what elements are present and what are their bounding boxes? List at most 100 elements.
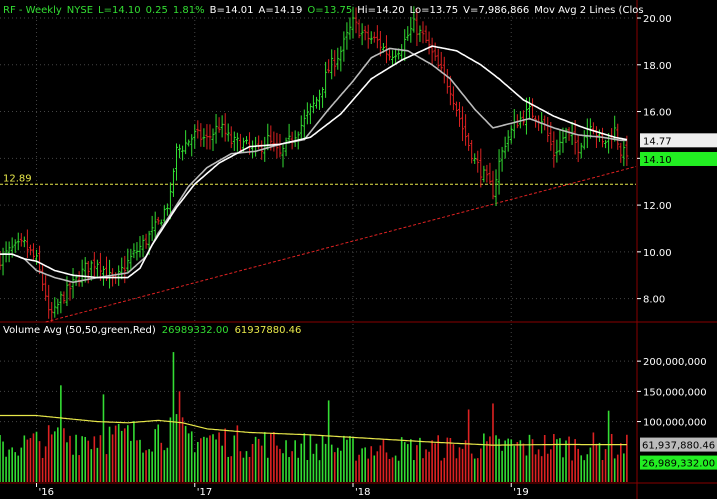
volume-bar bbox=[562, 457, 564, 482]
volume-bar bbox=[285, 440, 287, 482]
volume-bar bbox=[300, 443, 303, 482]
volume-bar bbox=[428, 451, 430, 482]
volume-bar bbox=[178, 391, 181, 482]
volume-bar bbox=[96, 447, 99, 482]
volume-bar bbox=[422, 458, 424, 482]
volume-bar bbox=[193, 452, 196, 482]
volume-bar bbox=[257, 438, 260, 482]
volume-bar bbox=[102, 394, 105, 482]
volume-bar bbox=[531, 439, 534, 482]
volume-bar bbox=[537, 449, 540, 482]
volume-bar bbox=[455, 458, 458, 482]
volume-bar bbox=[367, 458, 370, 482]
price-tick-label: 10.00 bbox=[643, 248, 672, 259]
volume-bar bbox=[626, 434, 628, 482]
volume-bar bbox=[464, 440, 467, 482]
volume-bar bbox=[81, 436, 83, 482]
header-field: Mov Avg 2 Lines (Clos bbox=[534, 5, 643, 16]
volume-bar bbox=[224, 428, 226, 482]
header-field: O=13.75 bbox=[307, 5, 352, 16]
date-tick-label: '19 bbox=[513, 487, 528, 498]
volume-bar bbox=[385, 452, 388, 482]
header-text: RF - Weekly NYSE L=14.10 0.25 1.81% B=14.01 A=… bbox=[3, 5, 644, 16]
volume-bar bbox=[114, 425, 117, 482]
volume-bar bbox=[619, 443, 622, 482]
volume-bar bbox=[574, 439, 576, 482]
price-axis: 8.0010.0012.0014.0016.0018.0020.0014.771… bbox=[637, 14, 717, 306]
volume-bar bbox=[44, 446, 47, 482]
price-tick-label: 16.00 bbox=[643, 108, 672, 119]
volume-bar bbox=[346, 439, 348, 482]
volume-bar bbox=[467, 409, 470, 482]
volume-bar bbox=[309, 434, 312, 482]
volume-bar bbox=[160, 442, 163, 482]
volume-bar bbox=[510, 439, 513, 482]
volume-bar bbox=[233, 435, 236, 482]
volume-bar bbox=[209, 435, 211, 482]
volume-bar bbox=[568, 436, 570, 482]
volume-bar bbox=[370, 446, 373, 482]
volume-bar bbox=[534, 454, 537, 482]
volume-bar bbox=[35, 431, 38, 482]
volume-bar bbox=[157, 424, 160, 482]
volume-bar bbox=[419, 437, 421, 482]
volume-bar bbox=[528, 434, 531, 482]
header-field: V=7,986,866 bbox=[463, 5, 529, 16]
volume-bar bbox=[20, 447, 23, 482]
price-tick-label: 12.00 bbox=[643, 201, 672, 212]
volume-bar bbox=[245, 451, 248, 482]
volume-bar bbox=[163, 450, 166, 482]
volume-average bbox=[0, 414, 627, 446]
volume-bar bbox=[11, 447, 13, 482]
moving-average-slow bbox=[0, 45, 628, 279]
volume-bar bbox=[99, 435, 102, 482]
volume-bar bbox=[416, 445, 418, 482]
volume-bar bbox=[181, 417, 184, 482]
last-volume-avg-tag bbox=[640, 437, 717, 452]
volume-bar bbox=[376, 451, 379, 482]
volume-bar bbox=[206, 437, 208, 482]
price-tick-label: 20.00 bbox=[643, 14, 672, 25]
volume-bar bbox=[279, 448, 281, 482]
volume-bar bbox=[543, 435, 546, 482]
volume-bar bbox=[60, 385, 62, 482]
volume-bar bbox=[127, 425, 129, 482]
volume-bar bbox=[26, 439, 29, 482]
volume-bar bbox=[2, 441, 4, 482]
volume-bar bbox=[601, 460, 604, 482]
volume-bar bbox=[324, 443, 327, 482]
volume-bar bbox=[196, 442, 199, 482]
volume-bar bbox=[613, 458, 616, 482]
volume-bar bbox=[230, 456, 233, 482]
volume-tick-label: 200,000,000 bbox=[643, 357, 707, 368]
volume-bar bbox=[391, 457, 394, 482]
volume-bar bbox=[154, 429, 156, 482]
volume-bar bbox=[498, 438, 500, 482]
volume-bar bbox=[476, 458, 479, 482]
volume-bar bbox=[571, 460, 573, 482]
volume-bar bbox=[425, 449, 427, 482]
volume-bar bbox=[327, 400, 330, 482]
volume-bar bbox=[151, 451, 153, 482]
volume-bar bbox=[330, 444, 333, 482]
chart-header: RF - Weekly NYSE L=14.10 0.25 1.81% B=14.01 A=… bbox=[3, 5, 644, 16]
volume-bar bbox=[108, 426, 111, 482]
last-ma-tag bbox=[640, 133, 717, 148]
volume-bar bbox=[78, 455, 80, 482]
volume-bar bbox=[406, 444, 409, 482]
volume-bar bbox=[556, 439, 558, 482]
volume-bar bbox=[513, 445, 516, 482]
moving-average-fast bbox=[0, 47, 627, 284]
volume-bar bbox=[431, 440, 433, 482]
volume-bar bbox=[260, 445, 263, 482]
volume-bar bbox=[282, 453, 284, 482]
volume-bar bbox=[592, 432, 595, 482]
volume-bar bbox=[203, 436, 205, 482]
volume-bar bbox=[315, 443, 318, 482]
volume-bar bbox=[139, 439, 141, 482]
last-ma-tag-label: 14.77 bbox=[643, 136, 672, 147]
volume-bar bbox=[483, 433, 485, 482]
volume-bar bbox=[136, 440, 138, 482]
